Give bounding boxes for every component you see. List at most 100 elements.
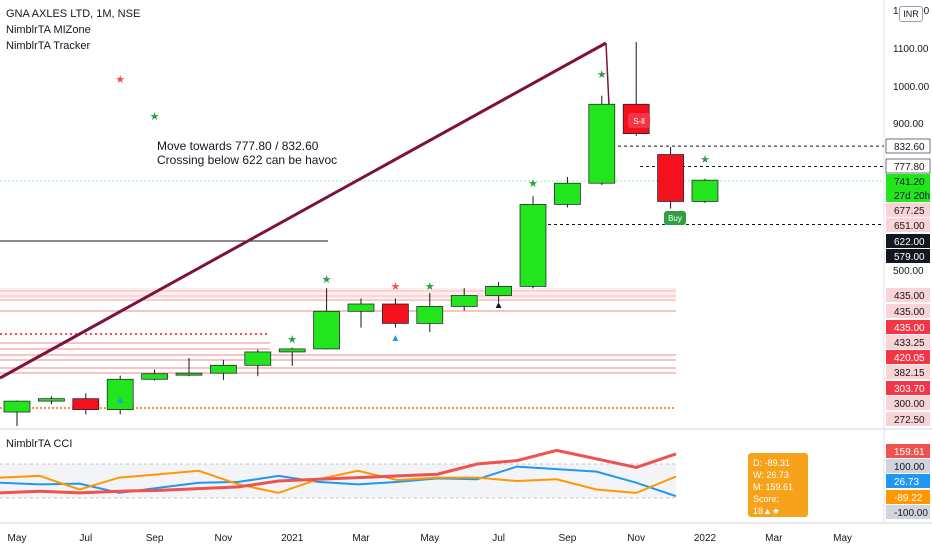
time-axis-label: Sep	[146, 533, 164, 544]
price-label: 433.25	[894, 338, 925, 349]
time-axis-label: Jul	[79, 533, 92, 544]
candle-body	[175, 372, 203, 376]
price-label-box	[886, 304, 930, 318]
signal-star-marker: ★	[390, 281, 400, 293]
price-label: 777.80	[894, 162, 925, 173]
cci-tooltip-w: W: 26.73	[753, 470, 789, 480]
cci-label-box	[886, 505, 930, 519]
price-label-box	[886, 396, 930, 410]
candle-body	[141, 373, 168, 380]
chart-title: GNA AXLES LTD, 1M, NSE	[6, 8, 141, 20]
up-triangle-marker: ▲	[494, 300, 504, 311]
price-label: 382.15	[894, 368, 925, 379]
price-label-box	[886, 365, 930, 379]
time-axis-label: May	[420, 533, 439, 544]
cci-indicator-title[interactable]: NimblrTA CCI	[6, 438, 73, 450]
indicator-mizone[interactable]: NimblrTA MIZone	[6, 24, 91, 36]
price-axis-tick: 500.00	[893, 266, 924, 277]
price-label: 435.00	[894, 323, 925, 334]
time-axis-label: Jul	[492, 533, 505, 544]
buy-signal-label: Buy	[668, 214, 682, 223]
cci-series-m	[0, 448, 677, 495]
trend-line	[0, 41, 607, 380]
price-label: 741.20	[894, 177, 925, 188]
price-label: 303.70	[894, 384, 925, 395]
price-label: 420.05	[894, 353, 925, 364]
zone-band	[0, 288, 676, 300]
price-label: 651.00	[894, 221, 925, 232]
candle-body	[244, 351, 272, 366]
candle-body	[278, 348, 306, 353]
price-label-box	[886, 203, 930, 217]
cci-axis-label: -89.22	[894, 493, 923, 504]
cci-tooltip: D: -89.31 W: 26.73 M: 159.61 Score: 18▲★	[748, 453, 808, 517]
cci-label-box	[886, 474, 930, 488]
price-label: 622.00	[894, 237, 925, 248]
candle-body	[691, 179, 719, 202]
time-axis-label: 2022	[694, 533, 717, 544]
candle-body	[38, 398, 65, 402]
cci-axis-label: 159.61	[894, 447, 925, 458]
cci-tooltip-d: D: -89.31	[753, 458, 791, 468]
signal-star-marker: ★	[150, 111, 160, 123]
cci-tooltip-score: Score: 18▲★	[753, 494, 780, 516]
price-label-box	[886, 218, 930, 232]
candle-body	[347, 303, 375, 312]
price-label-box	[886, 234, 930, 248]
signal-star-marker: ★	[700, 154, 710, 166]
cci-axis-label: 100.00	[894, 462, 925, 473]
price-label: 435.00	[894, 307, 925, 318]
price-axis-tick: 1000.00	[893, 82, 930, 93]
price-label: 579.00	[894, 252, 925, 263]
price-label-box	[886, 288, 930, 302]
candle-body	[657, 154, 684, 202]
cci-label-box	[886, 459, 930, 473]
cci-label-box	[886, 490, 930, 504]
candle-body	[450, 295, 478, 307]
price-label-box	[886, 320, 930, 334]
candle-body	[485, 286, 512, 296]
candle-body	[382, 303, 409, 324]
buy-signal-badge	[664, 211, 686, 225]
candle-body	[416, 306, 444, 324]
cci-tooltip-m: M: 159.61	[753, 482, 794, 492]
price-axis-tick: 1100.00	[893, 44, 929, 55]
signal-star-marker: ★	[287, 334, 297, 346]
candle-body	[554, 182, 581, 205]
cci-axis-label: -100.00	[894, 508, 928, 519]
candle-body	[588, 103, 616, 184]
candle-body	[106, 378, 134, 410]
annotation-line-1: Move towards 777.80 / 832.60	[157, 139, 319, 153]
time-axis-label: 2021	[281, 533, 304, 544]
cci-label-box	[886, 444, 930, 458]
price-label-box	[886, 174, 930, 188]
up-triangle-marker: ▲	[115, 395, 125, 406]
price-label: 435.00	[894, 291, 925, 302]
price-label: 300.00	[894, 399, 925, 410]
price-label-box	[886, 249, 930, 263]
cci-axis-label: 26.73	[894, 477, 919, 488]
price-label-box	[885, 158, 931, 174]
annotation-line-2: Crossing below 622 can be havoc	[157, 153, 338, 167]
time-axis-label: May	[833, 533, 852, 544]
candle-body	[72, 398, 100, 410]
signal-star-marker: ★	[322, 274, 332, 286]
price-label: 272.50	[894, 415, 925, 426]
time-axis-label: Mar	[352, 533, 370, 544]
candle-body	[210, 364, 237, 374]
price-label-box	[886, 412, 930, 426]
price-axis-tick: 900.00	[893, 119, 924, 130]
indicator-tracker[interactable]: NimblrTA Tracker	[6, 40, 91, 52]
price-label: 677.25	[894, 206, 925, 217]
signal-star-marker: ★	[115, 74, 125, 86]
time-axis-label: Sep	[559, 533, 577, 544]
price-label-box	[886, 188, 930, 202]
signal-star-marker: ★	[425, 281, 435, 293]
price-label-box	[886, 335, 930, 349]
signal-star-marker: ★	[528, 178, 538, 190]
cci-series-w	[0, 469, 677, 494]
currency-badge[interactable]: INR	[899, 6, 923, 22]
time-axis-label: Mar	[765, 533, 783, 544]
price-label-box	[885, 138, 931, 154]
